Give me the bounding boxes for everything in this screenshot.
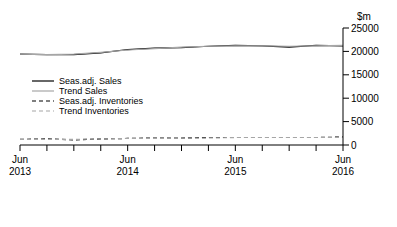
html-text:Trend Inventories: Trend Inventories xyxy=(59,106,129,116)
svg-text:Jun2013: Jun2013 xyxy=(9,154,32,177)
svg-text:Jun2014: Jun2014 xyxy=(117,154,140,177)
html-text:Seas.adj. Inventories: Seas.adj. Inventories xyxy=(59,96,144,106)
svg-text:10000: 10000 xyxy=(351,93,379,104)
svg-text:Jun2016: Jun2016 xyxy=(332,154,355,177)
svg-text:15000: 15000 xyxy=(351,69,379,80)
svg-text:Jun2015: Jun2015 xyxy=(224,154,247,177)
html-text:Seas.adj. Sales: Seas.adj. Sales xyxy=(59,76,122,86)
html-text:Trend Sales: Trend Sales xyxy=(59,86,108,96)
svg-text:25000: 25000 xyxy=(351,23,379,34)
svg-text:5000: 5000 xyxy=(351,116,374,127)
svg-text:20000: 20000 xyxy=(351,46,379,57)
svg-text:$m: $m xyxy=(357,11,371,22)
svg-text:0: 0 xyxy=(351,140,357,151)
